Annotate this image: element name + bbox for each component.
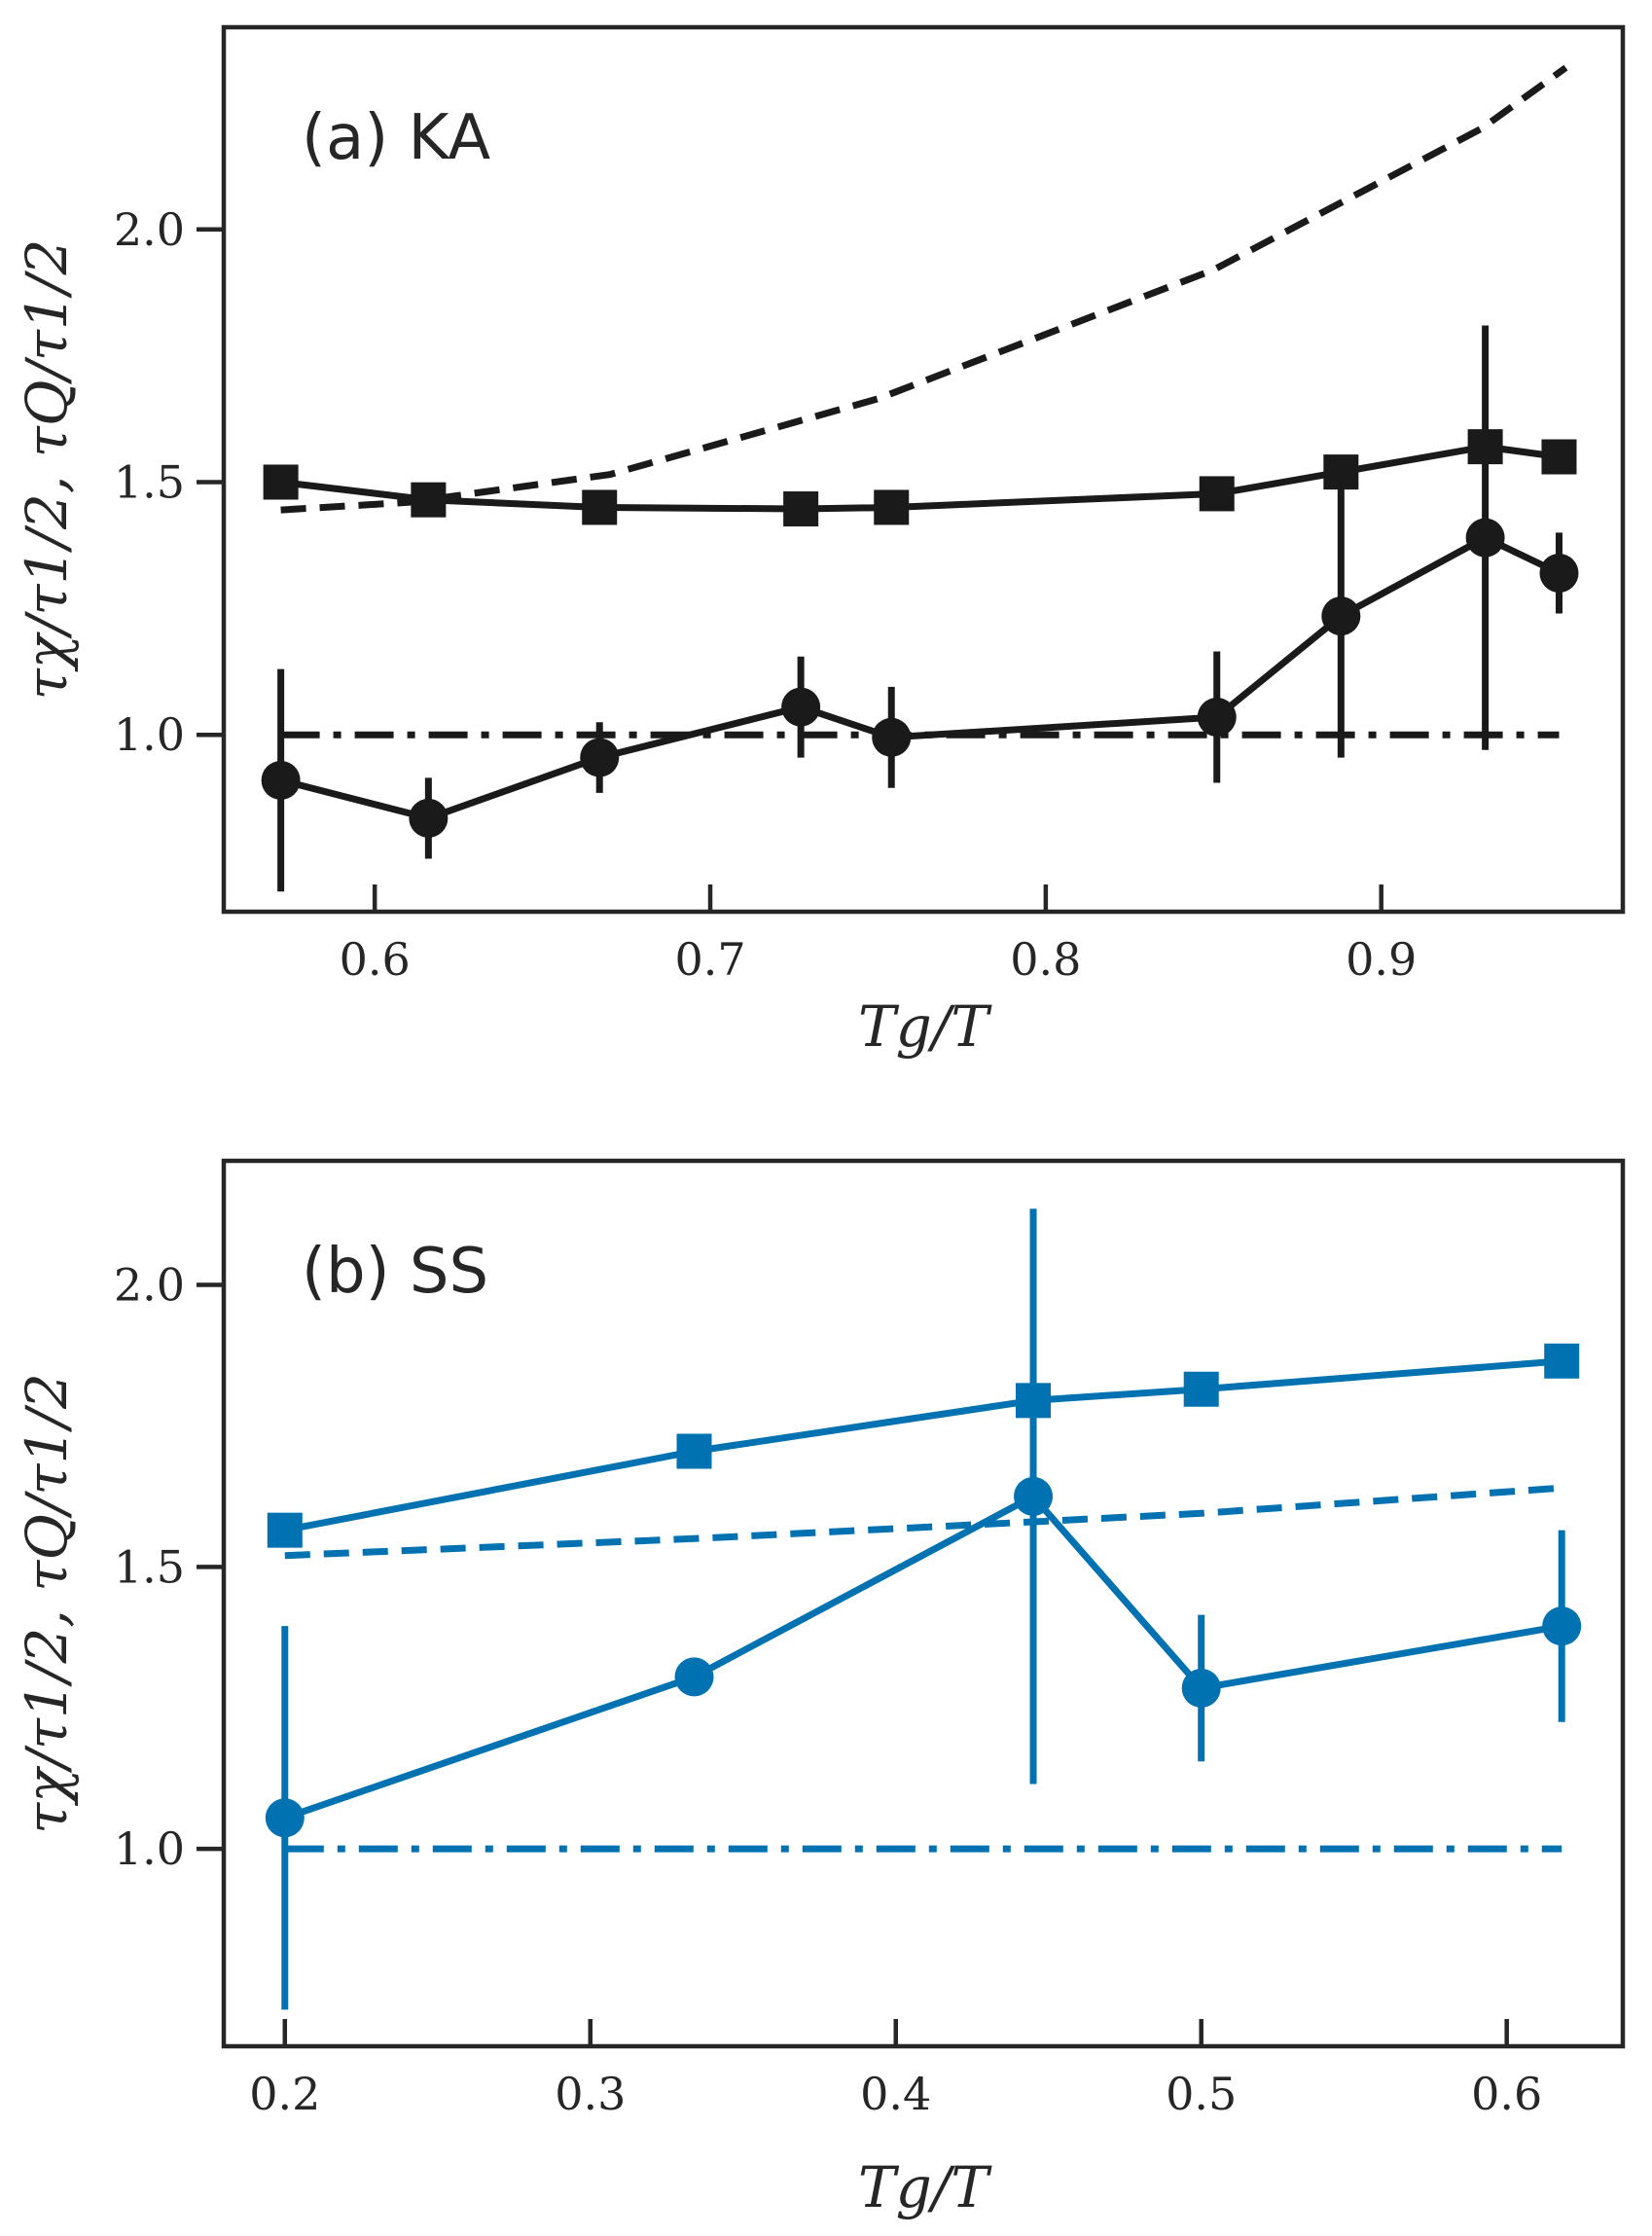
data-point-square	[1199, 476, 1235, 512]
panel-a-ka: 0.6 0.7 0.8 0.9 1.0 1.5 2.0 (a) KA Tg/T τχ/τ1/2, …	[14, 24, 1626, 1060]
panel-b-ss: 0.2 0.3 0.4 0.5 0.6 1.0 1.5 2.0 (b) SS Tg/T τχ/τ1/…	[14, 1158, 1626, 2220]
data-point-square	[874, 489, 910, 525]
series-none-dashed	[280, 64, 1568, 514]
data-point-square	[676, 1433, 712, 1469]
series-line	[284, 1484, 1562, 1560]
data-point-square	[582, 489, 618, 525]
series-none-dashed	[284, 1484, 1562, 1560]
series-line	[280, 64, 1568, 514]
data-point-circle	[409, 798, 449, 838]
data-point-circle	[580, 738, 620, 777]
axes-frame	[221, 1158, 1626, 2049]
x-tick-label: 0.3	[555, 2068, 626, 2120]
data-point-circle	[1014, 1476, 1054, 1516]
data-point-circle	[1197, 698, 1237, 738]
data-point-square	[783, 491, 819, 527]
x-tick-label: 0.6	[1471, 2068, 1542, 2120]
y-tick-label: 1.5	[114, 1540, 185, 1593]
data-point-square	[1544, 1343, 1580, 1379]
data-point-square	[267, 1512, 303, 1548]
x-tick-label: 0.6	[340, 933, 411, 986]
x-tick-label: 0.2	[249, 2068, 320, 2120]
y-tick-label: 1.0	[114, 1822, 185, 1875]
data-point-circle	[265, 1798, 305, 1838]
data-point-circle	[674, 1657, 714, 1697]
y-axis-label: τχ/τ1/2, τQ/τ1/2	[14, 239, 80, 701]
y-tick-label: 2.0	[114, 203, 185, 256]
data-point-circle	[1181, 1668, 1221, 1708]
data-point-circle	[1542, 1606, 1582, 1646]
y-tick-label: 1.5	[114, 455, 185, 508]
data-point-square	[1541, 439, 1577, 475]
y-axis-label: τχ/τ1/2, τQ/τ1/2	[14, 1373, 80, 1834]
x-tick-label: 0.5	[1166, 2068, 1237, 2120]
data-point-circle	[261, 760, 301, 800]
data-point-circle	[1321, 596, 1361, 636]
series-square-solid	[263, 429, 1577, 527]
data-point-square	[263, 464, 299, 500]
y-tick-label: 2.0	[114, 1259, 185, 1312]
x-tick-label: 0.4	[860, 2068, 931, 2120]
panel-label: (b) SS	[302, 1236, 488, 1308]
x-axis-label: Tg/T	[858, 993, 992, 1060]
data-point-circle	[1539, 553, 1579, 593]
x-tick-label: 0.8	[1010, 933, 1081, 986]
x-tick-label: 0.9	[1346, 933, 1417, 986]
series-circle-solid	[265, 1208, 1582, 2010]
panel-label: (a) KA	[302, 102, 490, 174]
data-point-circle	[781, 687, 821, 727]
x-tick-label: 0.7	[674, 933, 745, 986]
data-point-square	[1183, 1371, 1219, 1407]
data-point-circle	[1465, 518, 1505, 558]
x-axis-label: Tg/T	[858, 2154, 992, 2220]
axes-frame	[221, 24, 1626, 915]
y-tick-label: 1.0	[114, 708, 185, 761]
